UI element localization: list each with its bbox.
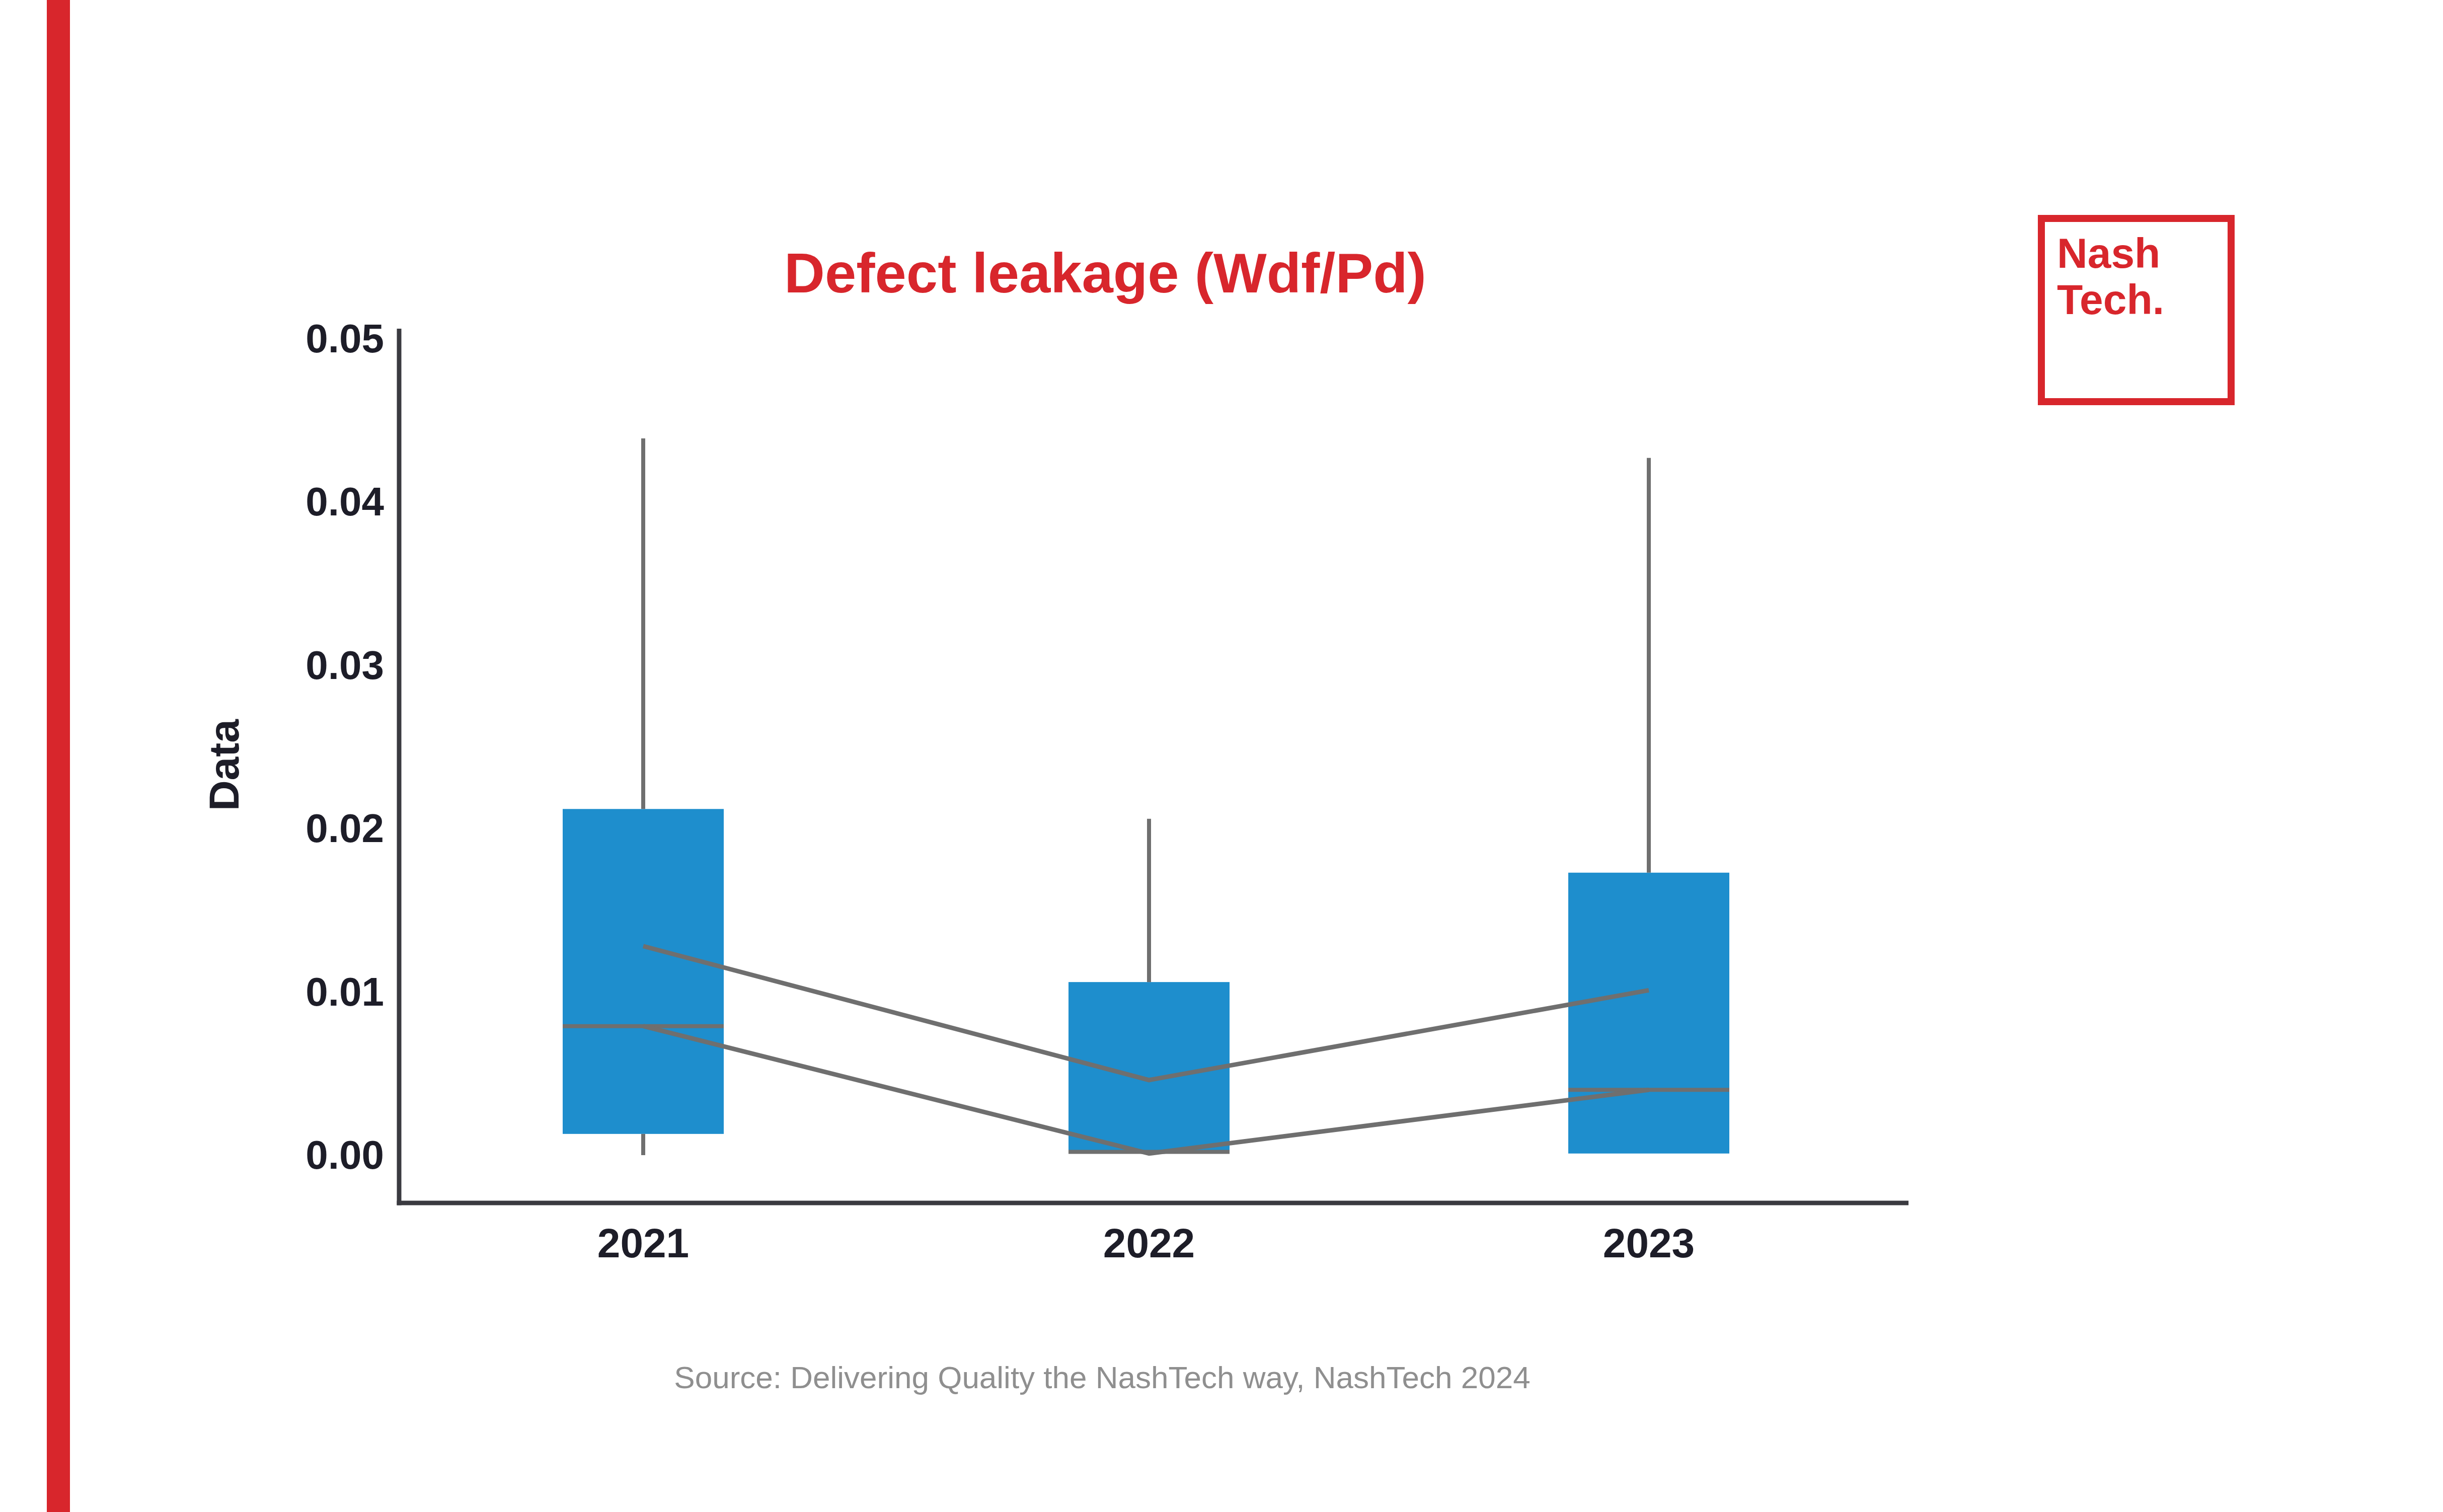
x-tick-label-2022: 2022 <box>1018 1218 1280 1268</box>
x-tick-label-2021: 2021 <box>512 1218 774 1268</box>
y-tick-label-0.01: 0.01 <box>158 969 384 1015</box>
box-2023 <box>1568 873 1729 1154</box>
y-tick-label-0.05: 0.05 <box>158 316 384 362</box>
box-2021 <box>563 809 724 1134</box>
page: { "accent": { "color": "#D8262C" }, "tit… <box>0 0 2443 1512</box>
source-caption: Source: Delivering Quality the NashTech … <box>448 1355 1757 1400</box>
y-tick-label-0.00: 0.00 <box>158 1132 384 1178</box>
x-tick-label-2023: 2023 <box>1518 1218 1780 1268</box>
y-tick-label-0.03: 0.03 <box>158 642 384 689</box>
boxplot-canvas <box>0 0 2443 1512</box>
y-tick-label-0.04: 0.04 <box>158 479 384 525</box>
y-tick-label-0.02: 0.02 <box>158 805 384 852</box>
